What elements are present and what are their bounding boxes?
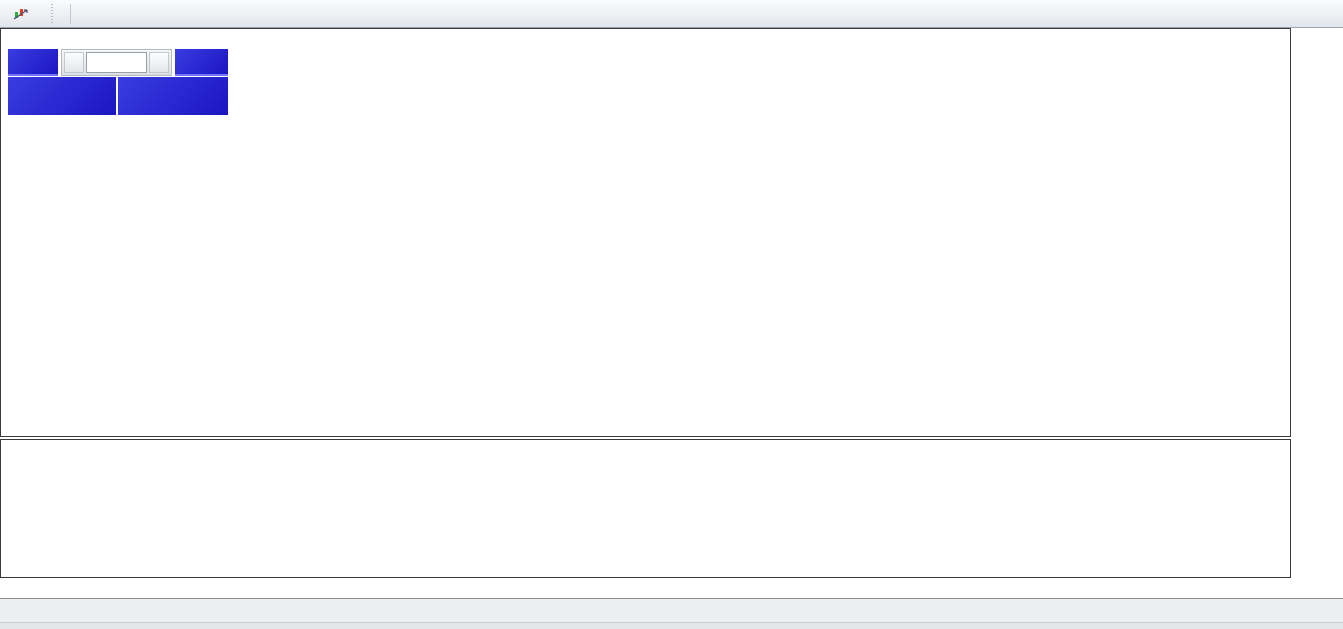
sell-price-button[interactable] <box>8 77 116 115</box>
chart-arrows-icon <box>13 8 28 19</box>
chart-tools-button[interactable] <box>6 3 39 25</box>
chart-title <box>8 31 230 47</box>
time-axis[interactable] <box>0 578 1291 598</box>
one-click-trading-panel <box>8 31 230 115</box>
volume-stepper <box>61 49 172 76</box>
toolbar-separator <box>70 3 71 24</box>
rsi-indicator-pane[interactable] <box>0 439 1291 578</box>
timeframe-toolbar <box>0 0 1343 28</box>
toolbar-grip <box>49 3 54 24</box>
buy-price-button[interactable] <box>118 77 228 115</box>
buy-button[interactable] <box>175 49 228 76</box>
volume-increase-button[interactable] <box>149 52 169 73</box>
chart-tab-bar <box>0 598 1343 629</box>
volume-decrease-button[interactable] <box>64 52 84 73</box>
price-axis[interactable] <box>1291 28 1343 598</box>
sell-button[interactable] <box>8 49 58 76</box>
tab-bar-lower-strip <box>0 622 1343 629</box>
volume-input[interactable] <box>86 52 147 73</box>
